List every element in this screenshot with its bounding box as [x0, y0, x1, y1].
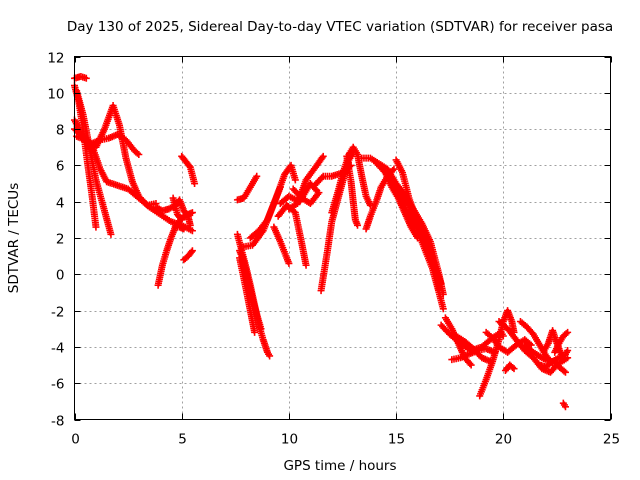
y-tick-labels: -8 -6 -4 -2 0 2 4 6 8 10 12 [47, 51, 64, 430]
y-tick-label: 6 [56, 159, 65, 175]
data-point [509, 363, 517, 371]
data-point [291, 176, 299, 184]
data-point [285, 259, 293, 267]
data-point [564, 354, 572, 362]
series-arc47 [536, 347, 572, 371]
data-point [107, 230, 115, 238]
series-arc23 [285, 152, 327, 213]
x-tick-label: 5 [178, 432, 187, 448]
series-arc18 [238, 183, 284, 251]
data-point [266, 352, 274, 360]
series-arc43 [501, 361, 518, 374]
axis-ticks [74, 56, 612, 421]
series-arc6 [71, 125, 143, 159]
data-point [180, 225, 188, 233]
data-point [191, 180, 199, 188]
data-point [389, 166, 397, 174]
y-tick-label: 2 [56, 232, 65, 248]
y-tick-label: -4 [51, 341, 64, 357]
data-point [177, 214, 185, 222]
data-point [187, 248, 195, 256]
series-arc19 [270, 223, 293, 267]
data-point [315, 189, 323, 197]
data-point [439, 305, 447, 313]
y-tick-label: 0 [56, 268, 65, 284]
data-point [561, 368, 569, 376]
grid-lines [74, 56, 611, 420]
y-tick-label: 8 [56, 123, 65, 139]
series-arc16 [236, 254, 259, 336]
data-point [564, 328, 572, 336]
data-point [257, 325, 265, 333]
series-arc27 [343, 152, 362, 229]
data-point [135, 151, 143, 159]
data-point [188, 247, 196, 255]
series-arc13 [233, 172, 261, 204]
data-point [435, 285, 443, 293]
x-tick-label: 10 [281, 432, 298, 448]
data-point [186, 221, 194, 229]
data-point [178, 216, 186, 224]
data-point [318, 174, 326, 182]
data-point [561, 403, 569, 411]
y-tick-label: -6 [51, 377, 64, 393]
x-axis-label: GPS time / hours [283, 458, 396, 474]
series-arc15 [236, 247, 265, 333]
data-point [560, 367, 568, 375]
data-point [188, 209, 196, 217]
data-point [276, 183, 284, 191]
x-tick-labels: 0 5 10 15 20 25 [71, 432, 620, 448]
series-arc20 [274, 201, 310, 269]
series-arc11 [178, 152, 199, 188]
series-arc46 [551, 328, 572, 356]
x-tick-label: 25 [603, 432, 620, 448]
data-point [302, 261, 310, 269]
data-point [318, 154, 326, 162]
x-tick-label: 20 [495, 432, 512, 448]
y-tick-label: -2 [51, 305, 64, 321]
y-tick-label: -8 [51, 414, 64, 430]
data-point [390, 165, 398, 173]
data-marks [71, 72, 572, 411]
data-point [251, 328, 259, 336]
series-arc38 [452, 332, 494, 365]
data-point [253, 172, 261, 180]
data-point [133, 149, 141, 157]
data-point [564, 347, 572, 355]
series-arc34 [420, 232, 443, 293]
data-point [319, 152, 327, 160]
series-arc44 [521, 341, 572, 367]
series-arc48 [559, 399, 569, 411]
series-arc10 [169, 194, 186, 224]
series-arc1 [71, 72, 90, 82]
y-tick-label: 10 [47, 87, 64, 103]
data-point [467, 361, 475, 369]
x-tick-label: 15 [388, 432, 405, 448]
y-tick-label: 4 [56, 196, 65, 212]
data-point [510, 365, 518, 373]
data-point [466, 360, 474, 368]
data-point [562, 330, 570, 338]
data-point [82, 74, 90, 82]
y-tick-label: 12 [47, 51, 64, 67]
series-arc12 [180, 247, 196, 264]
chart-title: Day 130 of 2025, Sidereal Day-to-day VTE… [67, 19, 613, 35]
data-point [92, 223, 100, 231]
y-axis-label: SDTVAR / TECUs [6, 183, 22, 293]
data-point [354, 221, 362, 229]
x-tick-label: 0 [71, 432, 80, 448]
data-point [188, 227, 196, 235]
